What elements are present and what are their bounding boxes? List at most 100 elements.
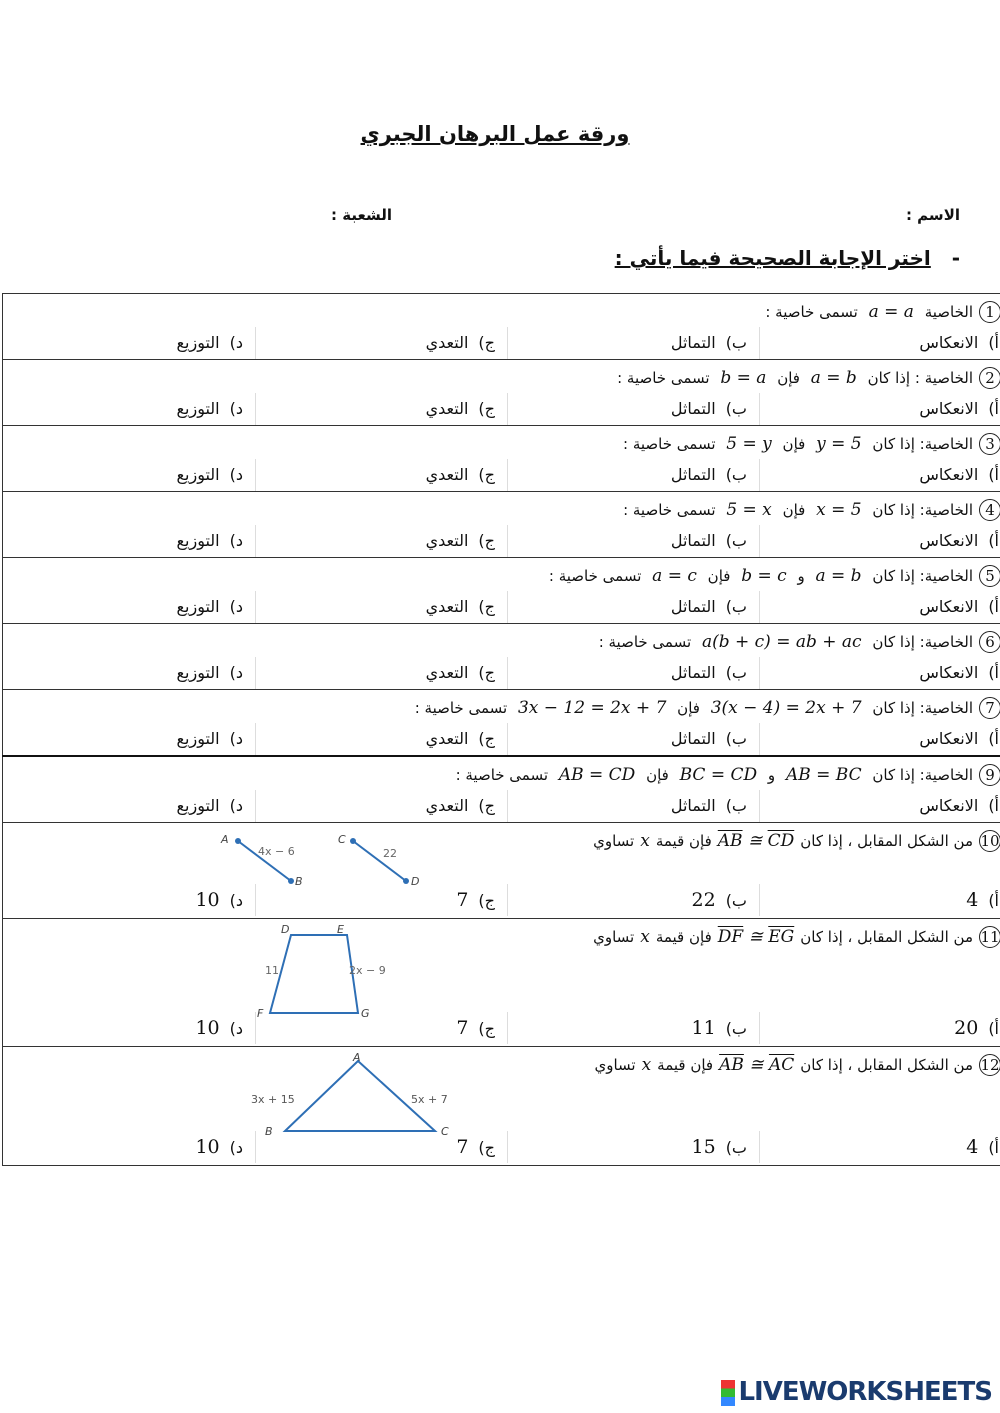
- option-1[interactable]: أ) 20: [759, 1012, 1000, 1044]
- math-expression: AB = BC: [785, 765, 862, 785]
- option-value: 15: [691, 1136, 716, 1158]
- option-1[interactable]: أ) الانعكاس: [759, 327, 1000, 359]
- option-2[interactable]: ب) 11: [507, 1012, 759, 1044]
- math-expression: a = b: [810, 368, 857, 388]
- option-3[interactable]: ج) 7: [255, 884, 507, 916]
- options-row: أ) الانعكاس ب) التماثل ج) التعدي د) التوزيع: [3, 657, 1000, 689]
- option-label: الانعكاس: [919, 729, 979, 748]
- option-1[interactable]: أ) الانعكاس: [759, 790, 1000, 822]
- option-3[interactable]: ج) التعدي: [255, 657, 507, 689]
- instruction: - اختر الإجابة الصحيحة فيما يأتي :: [614, 246, 960, 270]
- option-label: التماثل: [670, 796, 716, 815]
- question-cell: 3 الخاصية: إذا كان y = 5 فإن 5 = y تسمى خ…: [2, 425, 1000, 492]
- option-label: الانعكاس: [919, 796, 979, 815]
- option-1[interactable]: أ) الانعكاس: [759, 591, 1000, 623]
- option-letter: ج): [478, 597, 495, 616]
- question-cell: 2 الخاصية : إذا كان a = b فإن b = a تسمى …: [2, 359, 1000, 426]
- option-label: الانعكاس: [919, 597, 979, 616]
- option-label: التعدي: [425, 531, 469, 550]
- option-3[interactable]: ج) التعدي: [255, 591, 507, 623]
- variable: x: [640, 927, 650, 947]
- option-1[interactable]: أ) الانعكاس: [759, 393, 1000, 425]
- option-2[interactable]: ب) التماثل: [507, 327, 759, 359]
- options-row: أ) 4 ب) 22 ج) 7 د) 10: [3, 884, 1000, 916]
- option-4[interactable]: د) 10: [3, 884, 255, 916]
- option-letter: د): [229, 399, 243, 418]
- option-4[interactable]: د) التوزيع: [3, 723, 255, 755]
- liveworksheets-logo: LIVEWORKSHEETS: [721, 1377, 993, 1407]
- stem-text: تساوي: [593, 832, 635, 850]
- option-2[interactable]: ب) 15: [507, 1131, 759, 1163]
- option-3[interactable]: ج) 7: [255, 1131, 507, 1163]
- option-4[interactable]: د) التوزيع: [3, 591, 255, 623]
- option-4[interactable]: د) التوزيع: [3, 459, 255, 491]
- stem-text: تسمى خاصية :: [455, 766, 549, 784]
- option-1[interactable]: أ) 4: [759, 1131, 1000, 1163]
- option-2[interactable]: ب) التماثل: [507, 525, 759, 557]
- option-label: التعدي: [425, 333, 469, 352]
- congruence-expression: DF ≅ EG: [717, 927, 795, 947]
- option-4[interactable]: د) التوزيع: [3, 393, 255, 425]
- option-label: الانعكاس: [919, 663, 979, 682]
- math-expression: BC = CD: [679, 765, 758, 785]
- option-letter: ج): [478, 891, 495, 910]
- option-4[interactable]: د) التوزيع: [3, 525, 255, 557]
- variable: x: [641, 1055, 652, 1075]
- option-letter: ج): [478, 333, 495, 352]
- question-number: 10: [979, 830, 1000, 852]
- option-3[interactable]: ج) التعدي: [255, 459, 507, 491]
- math-expression: a(b + c) = ab + ac: [701, 632, 862, 652]
- option-letter: ب): [725, 1019, 747, 1038]
- option-2[interactable]: ب) التماثل: [507, 657, 759, 689]
- question-number: 3: [979, 433, 1000, 455]
- option-letter: ب): [725, 597, 747, 616]
- option-4[interactable]: د) 10: [3, 1131, 255, 1163]
- option-2[interactable]: ب) التماثل: [507, 459, 759, 491]
- option-3[interactable]: ج) التعدي: [255, 393, 507, 425]
- question-cell: 1 الخاصية a = a تسمى خاصية : أ) الانعكاس ب)…: [2, 293, 1000, 360]
- stem-text: فإن: [782, 501, 806, 519]
- option-2[interactable]: ب) 22: [507, 884, 759, 916]
- option-value: 22: [691, 889, 716, 911]
- question-stem: 10 من الشكل المقابل ، إذا كان AB ≅ CD فإن ق…: [3, 823, 1000, 856]
- option-4[interactable]: د) 10: [3, 1012, 255, 1044]
- stem-text: و: [767, 766, 776, 784]
- segment-label: 5x + 7: [411, 1093, 448, 1106]
- option-1[interactable]: أ) الانعكاس: [759, 657, 1000, 689]
- math-expression: b = a: [720, 368, 767, 388]
- option-letter: ب): [725, 796, 747, 815]
- option-letter: ج): [478, 1019, 495, 1038]
- option-2[interactable]: ب) التماثل: [507, 790, 759, 822]
- option-1[interactable]: أ) 4: [759, 884, 1000, 916]
- option-3[interactable]: ج) التعدي: [255, 790, 507, 822]
- option-letter: د): [229, 597, 243, 616]
- math-expression: AB = CD: [558, 765, 636, 785]
- question-number: 6: [979, 631, 1000, 653]
- option-2[interactable]: ب) التماثل: [507, 393, 759, 425]
- option-4[interactable]: د) التوزيع: [3, 657, 255, 689]
- option-3[interactable]: ج) التعدي: [255, 525, 507, 557]
- option-2[interactable]: ب) التماثل: [507, 591, 759, 623]
- option-label: التوزيع: [176, 597, 220, 616]
- point-label: F: [257, 1007, 264, 1020]
- option-2[interactable]: ب) التماثل: [507, 723, 759, 755]
- option-1[interactable]: أ) الانعكاس: [759, 723, 1000, 755]
- option-value: 4: [966, 889, 979, 911]
- question-stem: 6 الخاصية: إذا كان a(b + c) = ab + ac تسم…: [3, 624, 1000, 657]
- option-letter: أ): [988, 597, 999, 616]
- option-3[interactable]: ج) التعدي: [255, 723, 507, 755]
- option-letter: ب): [725, 531, 747, 550]
- stem-text: تسمى خاصية :: [623, 501, 716, 519]
- stem-text: الخاصية: [924, 303, 973, 321]
- option-3[interactable]: ج) التعدي: [255, 327, 507, 359]
- option-1[interactable]: أ) الانعكاس: [759, 525, 1000, 557]
- math-expression: a = b: [815, 566, 862, 586]
- option-1[interactable]: أ) الانعكاس: [759, 459, 1000, 491]
- option-4[interactable]: د) التوزيع: [3, 790, 255, 822]
- option-4[interactable]: د) التوزيع: [3, 327, 255, 359]
- option-3[interactable]: ج) 7: [255, 1012, 507, 1044]
- figure-question-row: 11 من الشكل المقابل ، إذا كان DF ≅ EG فإن ق…: [2, 918, 1000, 1047]
- segment: DF: [717, 927, 744, 947]
- option-label: التماثل: [670, 399, 716, 418]
- point-label: A: [220, 833, 229, 846]
